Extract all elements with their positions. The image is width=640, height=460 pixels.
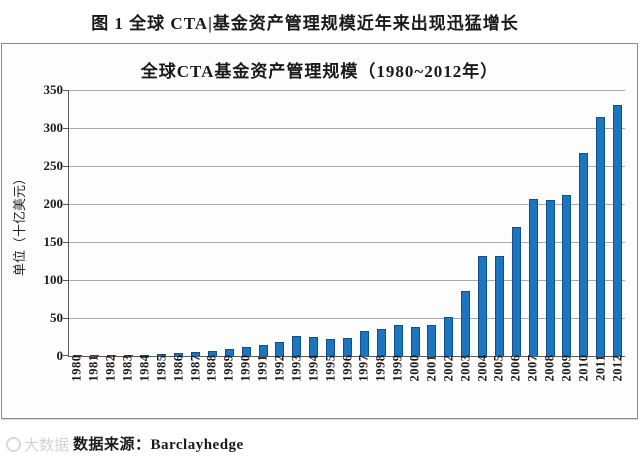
gridline-50 (69, 318, 625, 319)
gridline-250 (69, 166, 625, 167)
bar-2011 (596, 117, 606, 356)
y-tick-label-100: 100 (43, 272, 64, 287)
y-axis-tick (63, 90, 69, 91)
bar-2004 (478, 255, 488, 356)
watermark-text: 大数据 (24, 438, 70, 454)
x-tick-label-2012: 2012 (610, 354, 625, 381)
plot-area: 0 50 100 150 200 250 300 350 1980 1981 1982 1983 198… (44, 82, 625, 381)
bar-1990 (241, 346, 251, 356)
x-tick-label-1991: 1991 (255, 354, 270, 381)
y-tick-label-350: 350 (43, 82, 64, 97)
bar-1994 (309, 337, 319, 356)
bar-1980 (72, 355, 82, 356)
x-tick-label-1992: 1992 (272, 354, 287, 381)
source-row: 大数据 数据来源：Barclayhedge (0, 431, 640, 457)
bar-2012 (613, 105, 623, 356)
y-axis-tick (63, 355, 69, 356)
y-tick-label-150: 150 (43, 234, 64, 249)
y-tick-label-200: 200 (43, 196, 64, 211)
bar-1995 (326, 338, 336, 356)
x-tick-label-2001: 2001 (424, 354, 439, 381)
x-tick-label-1989: 1989 (221, 354, 236, 381)
bar-2006 (511, 226, 521, 356)
chart-title: 全球CTA基金资产管理规模（1980~2012年） (140, 62, 499, 81)
gridline-350 (69, 90, 625, 91)
x-tick-label-1984: 1984 (137, 354, 152, 381)
bar-1996 (343, 337, 352, 356)
bar-2009 (562, 194, 572, 356)
bar-1998 (376, 328, 386, 356)
x-tick-label-2009: 2009 (559, 354, 574, 381)
y-axis-tick (63, 318, 69, 319)
x-tick-label-2000: 2000 (407, 354, 422, 381)
gridline-300 (69, 128, 625, 129)
bar-1992 (275, 341, 285, 356)
x-tick-label-1997: 1997 (356, 354, 371, 381)
bar-1991 (258, 344, 268, 356)
gridline-200 (69, 204, 625, 205)
x-tick-label-2011: 2011 (593, 354, 608, 381)
x-tick-label-1999: 1999 (390, 354, 405, 381)
x-tick-label-1986: 1986 (171, 354, 186, 381)
bar-1988 (207, 350, 217, 356)
x-tick-label-1990: 1990 (238, 354, 253, 381)
y-axis-tick (63, 128, 69, 129)
bar-1987 (191, 352, 201, 356)
bar-1993 (292, 336, 302, 356)
x-tick-label-1994: 1994 (306, 354, 321, 381)
bar-2005 (494, 256, 504, 356)
x-tick-label-2008: 2008 (542, 354, 557, 381)
bar-1985 (157, 354, 167, 356)
x-tick-label-1996: 1996 (340, 354, 354, 381)
bar-2000 (410, 327, 420, 356)
bar-1999 (393, 324, 403, 356)
y-axis-tick (63, 166, 69, 167)
x-tick-label-1981: 1981 (86, 354, 101, 381)
bar-1983 (123, 355, 133, 356)
x-tick-label-1985: 1985 (154, 354, 169, 381)
watermark: 大数据 (6, 434, 69, 455)
bar-1989 (224, 349, 234, 356)
bar-2008 (545, 200, 555, 356)
bar-1997 (359, 330, 369, 356)
bar-1982 (106, 355, 116, 356)
y-tick-label-250: 250 (43, 158, 64, 173)
bar-2002 (444, 317, 454, 356)
y-axis-tick (63, 242, 69, 243)
x-tick-label-2003: 2003 (458, 354, 473, 381)
x-tick-label-2010: 2010 (576, 354, 591, 381)
x-tick-label-1988: 1988 (204, 354, 219, 381)
bar-2001 (427, 324, 437, 356)
bar-2010 (579, 153, 589, 356)
x-tick-label-1995: 1995 (323, 354, 338, 381)
y-axis-tick (63, 280, 69, 281)
bar-1984 (140, 354, 150, 356)
x-tick-label-1982: 1982 (103, 354, 118, 381)
y-axis-tick (63, 204, 69, 205)
x-tick-label-1998: 1998 (373, 354, 388, 381)
x-tick-label-1983: 1983 (120, 354, 135, 381)
bar-2003 (461, 290, 471, 356)
gridline-100 (69, 280, 625, 281)
x-tick-label-1980: 1980 (69, 354, 84, 381)
chart-panel: 全球CTA基金资产管理规模（1980~2012年） 单位（十亿美元） 0 50 10… (1, 43, 638, 419)
x-tick-label-1993: 1993 (289, 354, 304, 381)
source-label: 数据来源：Barclayhedge (73, 437, 244, 453)
bar-2007 (528, 199, 538, 356)
x-tick-label-2007: 2007 (525, 354, 540, 381)
x-tick-label-1987: 1987 (188, 354, 203, 381)
x-tick-label-2004: 2004 (475, 354, 490, 381)
y-tick-label-300: 300 (43, 120, 64, 135)
bar-1986 (174, 353, 184, 356)
x-tick-label-2006: 2006 (508, 354, 523, 381)
x-tick-label-2005: 2005 (491, 354, 506, 381)
y-tick-label-50: 50 (50, 310, 63, 325)
gridline-150 (69, 242, 625, 243)
y-axis-title: 单位（十亿美元） (12, 172, 27, 277)
bar-1981 (89, 355, 99, 356)
x-tick-label-2002: 2002 (441, 354, 456, 381)
y-tick-label-0: 0 (56, 348, 64, 363)
watermark-logo-icon (6, 437, 21, 452)
figure-title: 图 1 全球 CTA|基金资产管理规模近年来出现迅猛增长 (91, 14, 519, 33)
